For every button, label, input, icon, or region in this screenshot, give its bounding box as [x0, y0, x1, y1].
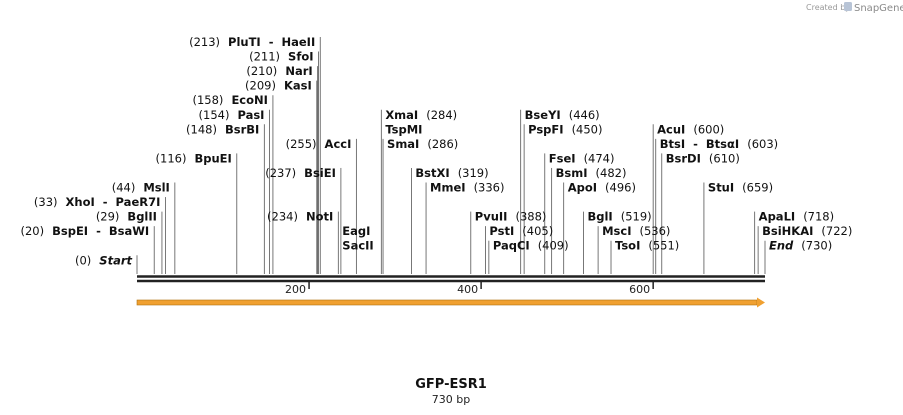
snapgene-logo-icon — [844, 2, 852, 11]
restriction-site-label[interactable]: FseI (474) — [549, 151, 615, 165]
restriction-site-label[interactable]: (213) PluTI - HaeII — [189, 35, 315, 49]
feature-arrowhead — [757, 297, 765, 308]
restriction-site-label[interactable]: (20) BspEI - BsaWI — [20, 224, 149, 238]
restriction-site-label[interactable]: (255) AccI — [286, 137, 352, 151]
restriction-site-label[interactable]: (154) PasI — [199, 108, 265, 122]
restriction-site-label[interactable]: ApaLI (718) — [759, 210, 834, 224]
restriction-site-label[interactable]: BsrDI (610) — [666, 151, 740, 165]
restriction-site-label[interactable]: (211) SfoI — [249, 50, 313, 64]
restriction-site-label[interactable]: PvuII (388) — [475, 210, 547, 224]
restriction-site-label[interactable]: TsoI (551) — [615, 239, 679, 253]
restriction-site-label[interactable]: BsiHKAI (722) — [762, 224, 852, 238]
restriction-site-label[interactable]: (237) BsiEI — [265, 166, 336, 180]
restriction-site-label[interactable]: MmeI (336) — [430, 181, 504, 195]
site-leaders — [136, 37, 766, 274]
restriction-site-label[interactable]: PaqCI (409) — [493, 239, 569, 253]
map-title: GFP-ESR1 — [415, 377, 487, 392]
restriction-site-label[interactable]: MscI (536) — [602, 224, 670, 238]
restriction-site-label[interactable]: (209) KasI — [245, 79, 312, 93]
restriction-site-label[interactable]: XmaI (284) — [385, 108, 457, 122]
ruler-tick-label: 600 — [629, 283, 650, 296]
restriction-site-label[interactable]: AcuI (600) — [657, 122, 724, 136]
restriction-site-label[interactable]: BsmI (482) — [556, 166, 627, 180]
credit-prefix: Created by — [806, 3, 850, 12]
restriction-site-label[interactable]: (0) Start — [75, 253, 133, 267]
restriction-site-label[interactable]: (33) XhoI - PaeR7I — [34, 195, 160, 209]
restriction-site-label[interactable]: PspFI (450) — [528, 122, 602, 136]
restriction-site-label[interactable]: (158) EcoNI — [193, 93, 268, 107]
site-labels: (213) PluTI - HaeII(211) SfoI(210) NarI(… — [20, 35, 852, 267]
restriction-site-label[interactable]: ApoI (496) — [568, 181, 636, 195]
gfp-esr1-feature-arrow[interactable] — [136, 297, 765, 308]
restriction-site-label[interactable]: (116) BpuEI — [156, 151, 232, 165]
credit-brand: SnapGene — [854, 3, 903, 14]
restriction-site-label[interactable]: BglI (519) — [587, 210, 651, 224]
restriction-site-label[interactable]: (148) BsrBI — [186, 122, 259, 136]
restriction-site-label[interactable]: TspMI — [385, 122, 422, 136]
restriction-site-label[interactable]: BstXI (319) — [415, 166, 488, 180]
feature-bar — [136, 299, 758, 306]
restriction-site-label[interactable]: (44) MslI — [112, 181, 170, 195]
restriction-site-label[interactable]: (210) NarI — [246, 64, 312, 78]
restriction-site-label[interactable]: StuI (659) — [708, 181, 773, 195]
ruler: 200 400 600 — [285, 281, 654, 296]
restriction-site-label[interactable]: (234) NotI — [267, 210, 333, 224]
restriction-site-label[interactable]: BseYI (446) — [525, 108, 600, 122]
restriction-site-label[interactable]: BtsI - BtsαI (603) — [660, 137, 778, 151]
restriction-site-label[interactable]: SmaI (286) — [387, 137, 458, 151]
map-length: 730 bp — [432, 393, 470, 406]
restriction-site-label[interactable]: End (730) — [769, 239, 832, 253]
restriction-site-label[interactable]: PstI (405) — [489, 224, 553, 238]
restriction-site-label[interactable]: EagI — [342, 224, 370, 238]
ruler-tick-label: 400 — [457, 283, 478, 296]
restriction-site-label[interactable]: (29) BglII — [96, 210, 157, 224]
restriction-site-label[interactable]: SacII — [342, 239, 373, 253]
ruler-tick-label: 200 — [285, 283, 306, 296]
